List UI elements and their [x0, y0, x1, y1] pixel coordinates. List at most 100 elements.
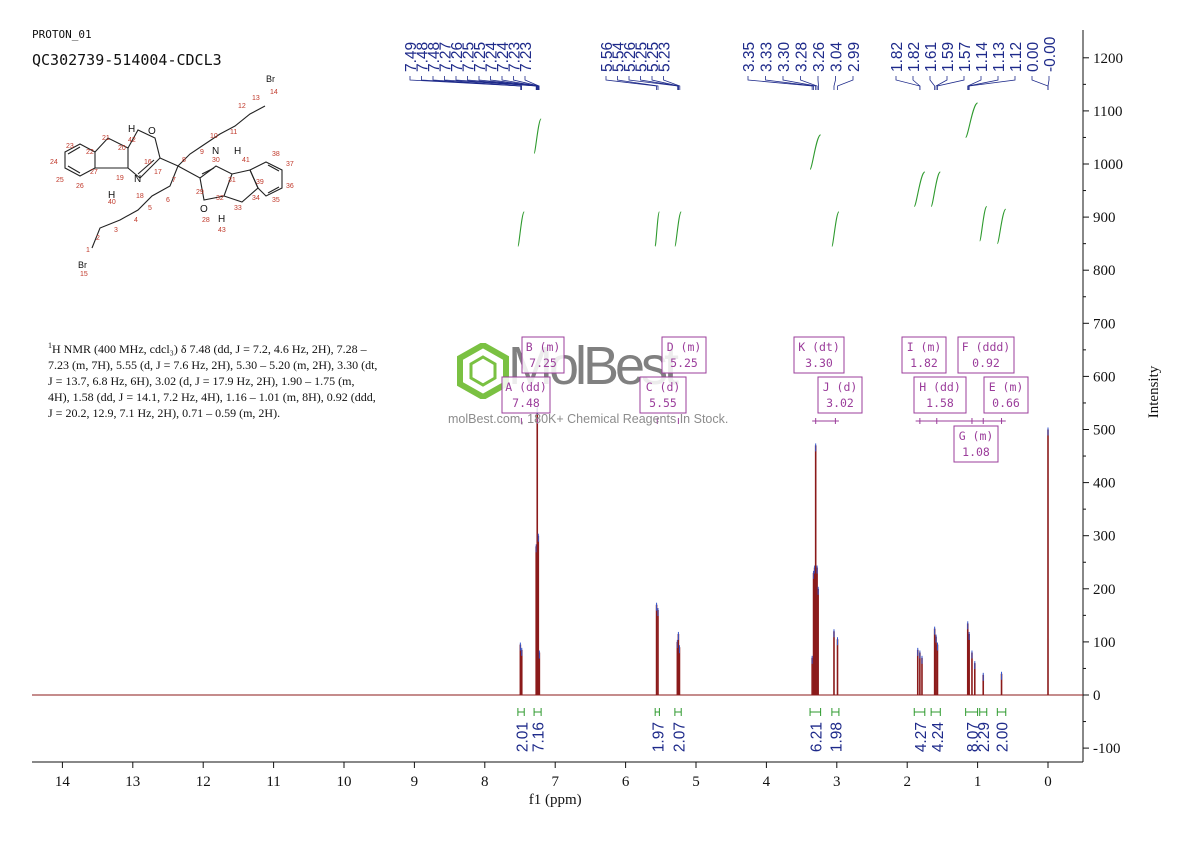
multiplet-label-box [639, 376, 687, 414]
shift-label: 5.26 [622, 42, 639, 72]
shift-connector [929, 76, 936, 90]
shift-connector [912, 76, 921, 90]
atom-label: 26 [76, 183, 84, 190]
shift-label: 5.25 [645, 42, 662, 72]
integral-curve [517, 211, 525, 247]
integral-value: 7.16 [531, 722, 548, 752]
shift-label: 7.24 [495, 41, 512, 72]
atom-label: 15 [80, 271, 88, 278]
multiplet-letter: A (dd) [505, 380, 547, 394]
x-tick-label: 12 [196, 774, 211, 790]
y-tick-label: 1000 [1093, 157, 1123, 173]
multiplet-label-box [817, 376, 863, 414]
x-tick-label: 2 [903, 774, 911, 790]
atom-label: 38 [272, 151, 280, 158]
atom-label: 20 [118, 145, 126, 152]
shift-label: 5.25 [634, 42, 651, 72]
y-tick-label: 1100 [1093, 104, 1122, 120]
shift-connector [651, 76, 679, 90]
multiplet-shift: 0.66 [992, 396, 1020, 410]
y-tick-label: 700 [1093, 316, 1116, 332]
atom-label: 42 [128, 137, 136, 144]
atom-label: 43 [218, 227, 226, 234]
atom-label: 6 [166, 197, 170, 204]
shift-connector [833, 76, 836, 90]
chemical-structure: Br 14 13 12 11 10 9 8 7 O 16 17 N 18 19 … [50, 74, 294, 278]
atom-label: 30 [212, 157, 220, 164]
atom-label: 24 [50, 159, 58, 166]
atom-label: 31 [228, 177, 236, 184]
y-tick-label: 200 [1093, 582, 1116, 598]
atom-label: 22 [86, 149, 94, 156]
integral-curve [913, 171, 926, 208]
x-tick-label: 14 [55, 774, 71, 790]
y-tick-label: 500 [1093, 423, 1116, 439]
multiplet-label: B (m) 7.25 [521, 336, 565, 374]
atom-label: H [108, 190, 115, 201]
atom-label: 17 [154, 169, 162, 176]
shift-label: 3.33 [759, 42, 776, 72]
multiplet-letter: D (m) [667, 340, 702, 354]
x-tick-label: 11 [266, 774, 280, 790]
nmr-description-text: H NMR (400 MHz, cdcl₃) δ 7.48 (dd, J = 7… [48, 342, 378, 420]
integral-value: 2.01 [514, 722, 531, 752]
integral-value: 2.07 [671, 722, 688, 752]
multiplet-label: J (d) 3.02 [817, 376, 863, 414]
x-tick-label: 5 [692, 774, 700, 790]
atom-label: 39 [256, 179, 264, 186]
atom-label: 19 [116, 175, 124, 182]
atom-label: 40 [108, 199, 116, 206]
atom-label: 2 [96, 235, 100, 242]
multiplet-shift: 1.58 [926, 396, 954, 410]
atom-label: 3 [114, 227, 118, 234]
shift-connector [935, 76, 948, 90]
x-tick-label: 8 [481, 774, 489, 790]
shift-label: 1.57 [957, 42, 974, 72]
shift-label: 7.48 [426, 42, 443, 72]
multiplet-label-box [913, 376, 967, 414]
integral-value: 8.07 [965, 722, 982, 752]
multiplet-letter: F (ddd) [962, 340, 1010, 354]
multiplet-label: D (m) 5.25 [661, 336, 707, 374]
multiplet-label-box [661, 336, 707, 374]
atom-label: 18 [136, 193, 144, 200]
atom-label: 12 [238, 103, 246, 110]
atom-label: O [148, 126, 156, 137]
multiplet-label-box [983, 376, 1029, 414]
molbest-logo-icon [457, 343, 509, 399]
multiplet-letter: C (d) [646, 380, 681, 394]
multiplet-shift: 7.25 [529, 356, 557, 370]
multiplet-label-box [953, 425, 999, 463]
x-tick-label: 6 [622, 774, 630, 790]
atom-label: H [234, 146, 241, 157]
atom-label: 4 [134, 217, 138, 224]
multiplet-shift: 5.25 [670, 356, 698, 370]
integral-value: 6.21 [809, 722, 826, 752]
atom-label: 1 [86, 247, 90, 254]
atom-label: 5 [148, 205, 152, 212]
integral-value: 1.97 [650, 722, 667, 752]
x-tick-label: 10 [337, 774, 352, 790]
atom-label: 41 [242, 157, 250, 164]
multiplet-letter: I (m) [907, 340, 942, 354]
shift-label: 7.27 [438, 42, 455, 72]
shift-label: 5.56 [599, 42, 616, 72]
shift-connector [478, 76, 538, 90]
shift-connector [765, 76, 814, 90]
atom-label: 16 [144, 159, 152, 166]
y-tick-label: 400 [1093, 476, 1116, 492]
shift-connector [1047, 76, 1050, 90]
multiplet-shift: 1.82 [910, 356, 938, 370]
multiplet-label: I (m) 1.82 [901, 336, 947, 374]
integral-curve [533, 118, 542, 154]
atom-label: 27 [90, 169, 98, 176]
x-tick-label: 4 [763, 774, 771, 790]
nmr-description: 1H NMR (400 MHz, cdcl₃) δ 7.48 (dd, J = … [48, 338, 378, 421]
shift-connector [1031, 76, 1049, 90]
integral-value: 4.27 [913, 722, 930, 752]
integral-value: 4.24 [930, 722, 947, 753]
atom-label: 34 [252, 195, 260, 202]
sample-name: QC302739-514004-CDCL3 [32, 51, 222, 69]
shift-label: 7.25 [472, 42, 489, 72]
shift-connector [663, 76, 681, 90]
